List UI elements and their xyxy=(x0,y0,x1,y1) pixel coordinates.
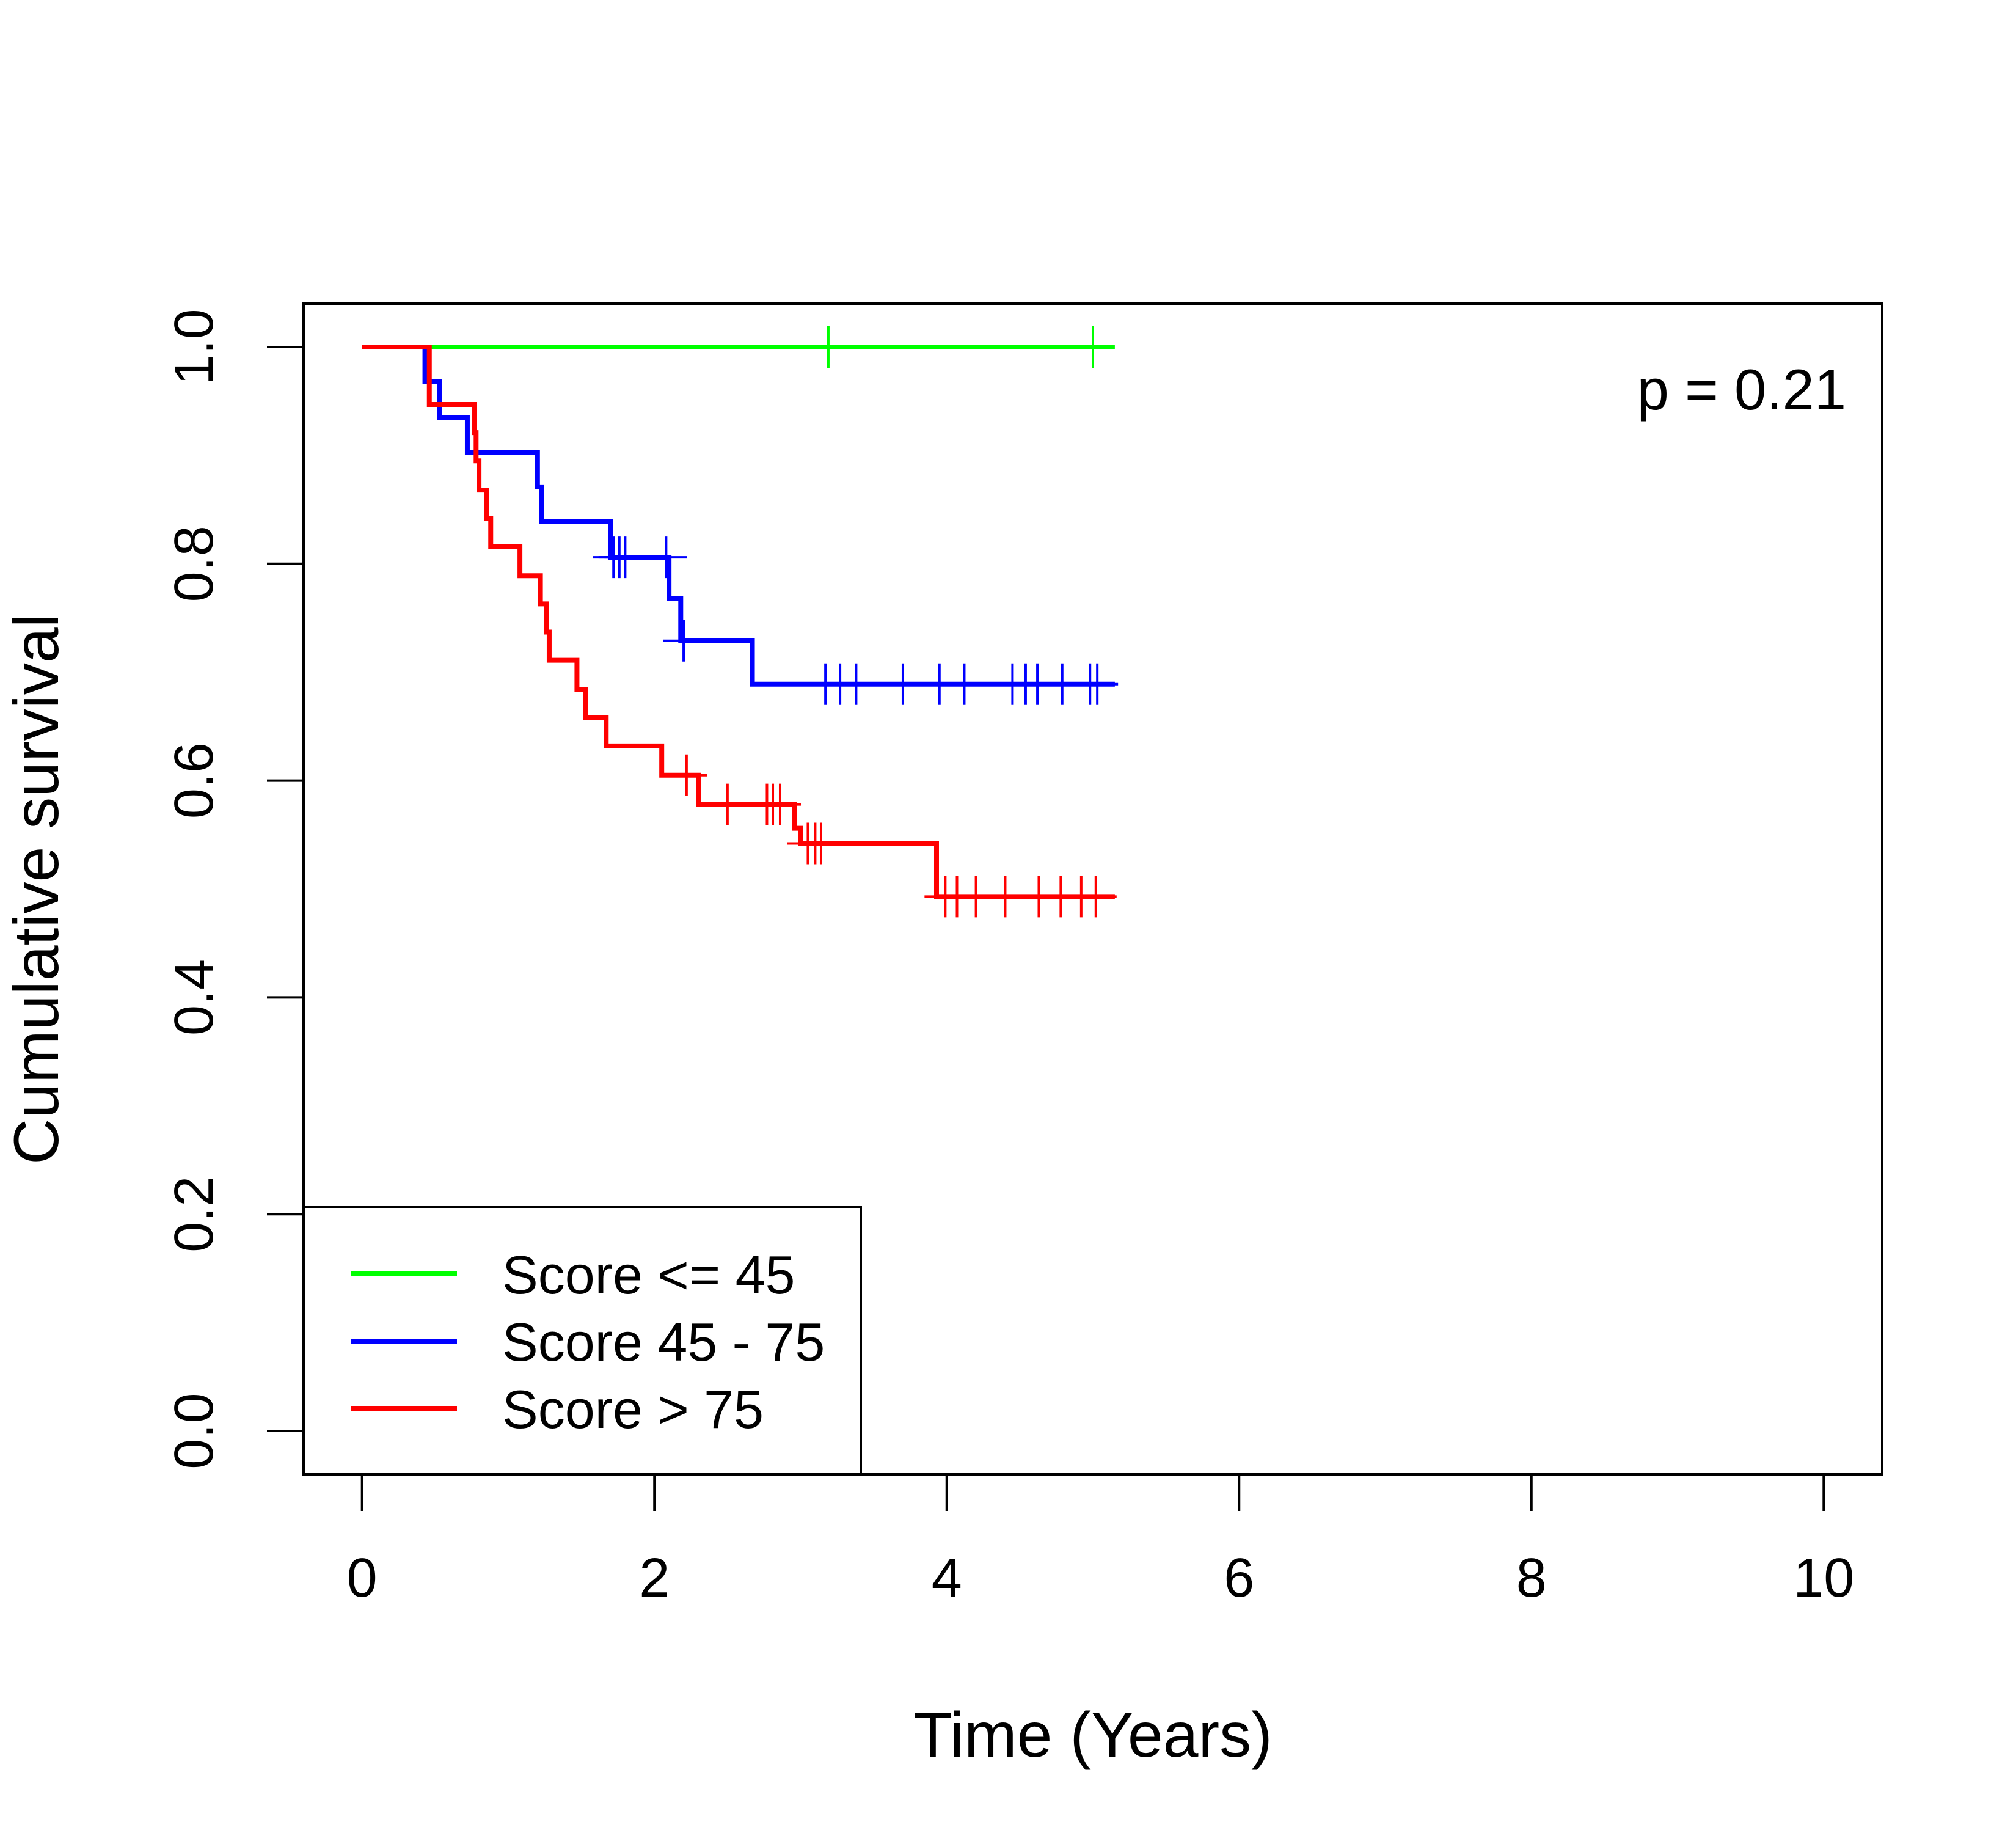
x-tick-label: 6 xyxy=(1224,1548,1254,1609)
y-tick-label: 0.8 xyxy=(164,525,225,602)
x-axis: 0 2 4 6 8 10 xyxy=(347,1473,1854,1609)
y-tick-label: 0.2 xyxy=(164,1176,225,1253)
legend-label-1: Score <= 45 xyxy=(502,1245,795,1305)
x-tick-label: 0 xyxy=(347,1548,378,1609)
y-tick-label: 0.6 xyxy=(164,742,225,819)
y-axis: 0.0 0.2 0.4 0.6 0.8 1.0 xyxy=(164,309,305,1469)
x-tick-label: 2 xyxy=(639,1548,670,1609)
y-axis-label: Cumulative survival xyxy=(1,613,72,1165)
y-tick-label: 0.0 xyxy=(164,1392,225,1469)
x-tick-label: 10 xyxy=(1793,1548,1854,1609)
x-axis-label: Time (Years) xyxy=(913,1700,1273,1771)
x-tick-label: 4 xyxy=(932,1548,962,1609)
x-tick-label: 8 xyxy=(1516,1548,1547,1609)
y-tick-label: 0.4 xyxy=(164,959,225,1036)
legend: Score <= 45 Score 45 - 75 Score > 75 xyxy=(302,1206,862,1476)
survival-curves xyxy=(362,326,1119,918)
y-tick-label: 1.0 xyxy=(164,309,225,385)
legend-label-3: Score > 75 xyxy=(502,1379,764,1440)
series-line-2 xyxy=(362,344,1115,687)
p-value-annotation: p = 0.21 xyxy=(1637,357,1846,422)
legend-label-2: Score 45 - 75 xyxy=(502,1312,825,1372)
